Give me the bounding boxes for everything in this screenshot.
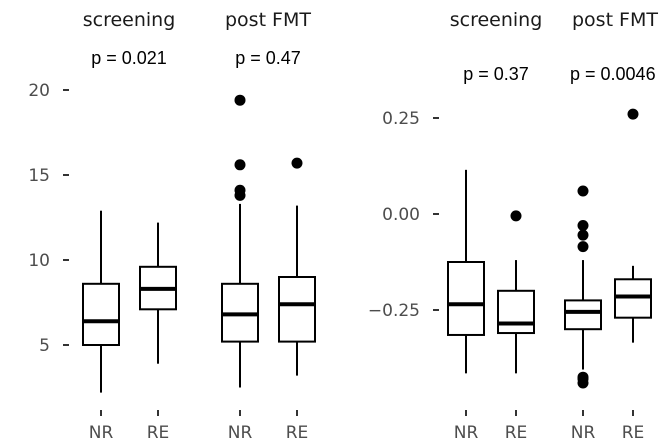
- x-tick-label-right: RE: [622, 423, 645, 443]
- panel-title-left-postfmt: post FMT: [225, 9, 311, 31]
- y-tick-label-right: 0.00: [382, 205, 420, 225]
- outlier-point: [234, 159, 246, 171]
- outlier-point: [234, 94, 246, 106]
- boxes-right: [447, 108, 652, 389]
- x-tick-label-left: RE: [147, 423, 170, 443]
- outlier-point: [577, 220, 589, 232]
- outlier-point: [577, 229, 589, 241]
- x-tick-label-left: NR: [228, 423, 253, 443]
- y-tick-label-right: −0.25: [368, 301, 420, 321]
- x-tick-label-right: NR: [571, 423, 596, 443]
- x-tick-label-right: RE: [505, 423, 528, 443]
- outlier-point: [577, 241, 589, 253]
- box-left-1-NR: [221, 94, 259, 388]
- x-axis-left: NR RE NR RE: [89, 410, 309, 443]
- y-axis-right: 0.25 0.00 −0.25: [368, 109, 439, 321]
- y-tick-label-left: 5: [39, 336, 50, 356]
- outlier-point: [577, 185, 589, 197]
- y-tick-label-right: 0.25: [382, 109, 420, 129]
- pvalue-left-postfmt: p = 0.47: [235, 48, 301, 68]
- panel-title-right-postfmt: post FMT: [572, 9, 658, 31]
- box-left-1-RE: [278, 157, 316, 376]
- panel-title-right-screening: screening: [450, 9, 543, 31]
- box-right-0-RE: [497, 210, 535, 374]
- panel-title-left-screening: screening: [83, 9, 176, 31]
- box-left-0-NR: [82, 210, 120, 393]
- x-tick-label-left: NR: [89, 423, 114, 443]
- y-tick-label-left: 10: [28, 251, 50, 271]
- outlier-point: [627, 108, 639, 120]
- y-tick-label-left: 15: [28, 166, 50, 186]
- outlier-point: [577, 377, 589, 389]
- box-iqr: [278, 276, 316, 343]
- box-right-0-NR: [447, 169, 485, 374]
- outlier-point: [234, 184, 246, 196]
- box-left-0-RE: [139, 222, 177, 364]
- x-axis-right: NR RE NR RE: [454, 410, 645, 443]
- y-axis-left: 5 10 15 20: [28, 81, 69, 356]
- box-right-1-NR: [564, 185, 602, 389]
- pvalue-right-screening: p = 0.37: [463, 64, 529, 84]
- boxes-left: [82, 94, 316, 393]
- box-iqr: [497, 289, 535, 335]
- box-right-1-RE: [614, 108, 652, 343]
- y-tick-label-left: 20: [28, 81, 50, 101]
- x-tick-label-left: RE: [286, 423, 309, 443]
- chart-right: screening post FMT p = 0.37 p = 0.0046 0…: [368, 9, 658, 443]
- pvalue-right-postfmt: p = 0.0046: [570, 64, 656, 84]
- outlier-point: [510, 210, 522, 222]
- chart-left: screening post FMT p = 0.021 p = 0.47 5 1…: [28, 9, 316, 443]
- pvalue-left-screening: p = 0.021: [91, 48, 167, 68]
- box-iqr: [564, 299, 602, 331]
- x-tick-label-right: NR: [454, 423, 479, 443]
- box-iqr: [447, 261, 485, 336]
- box-iqr: [82, 282, 120, 346]
- outlier-point: [291, 157, 303, 169]
